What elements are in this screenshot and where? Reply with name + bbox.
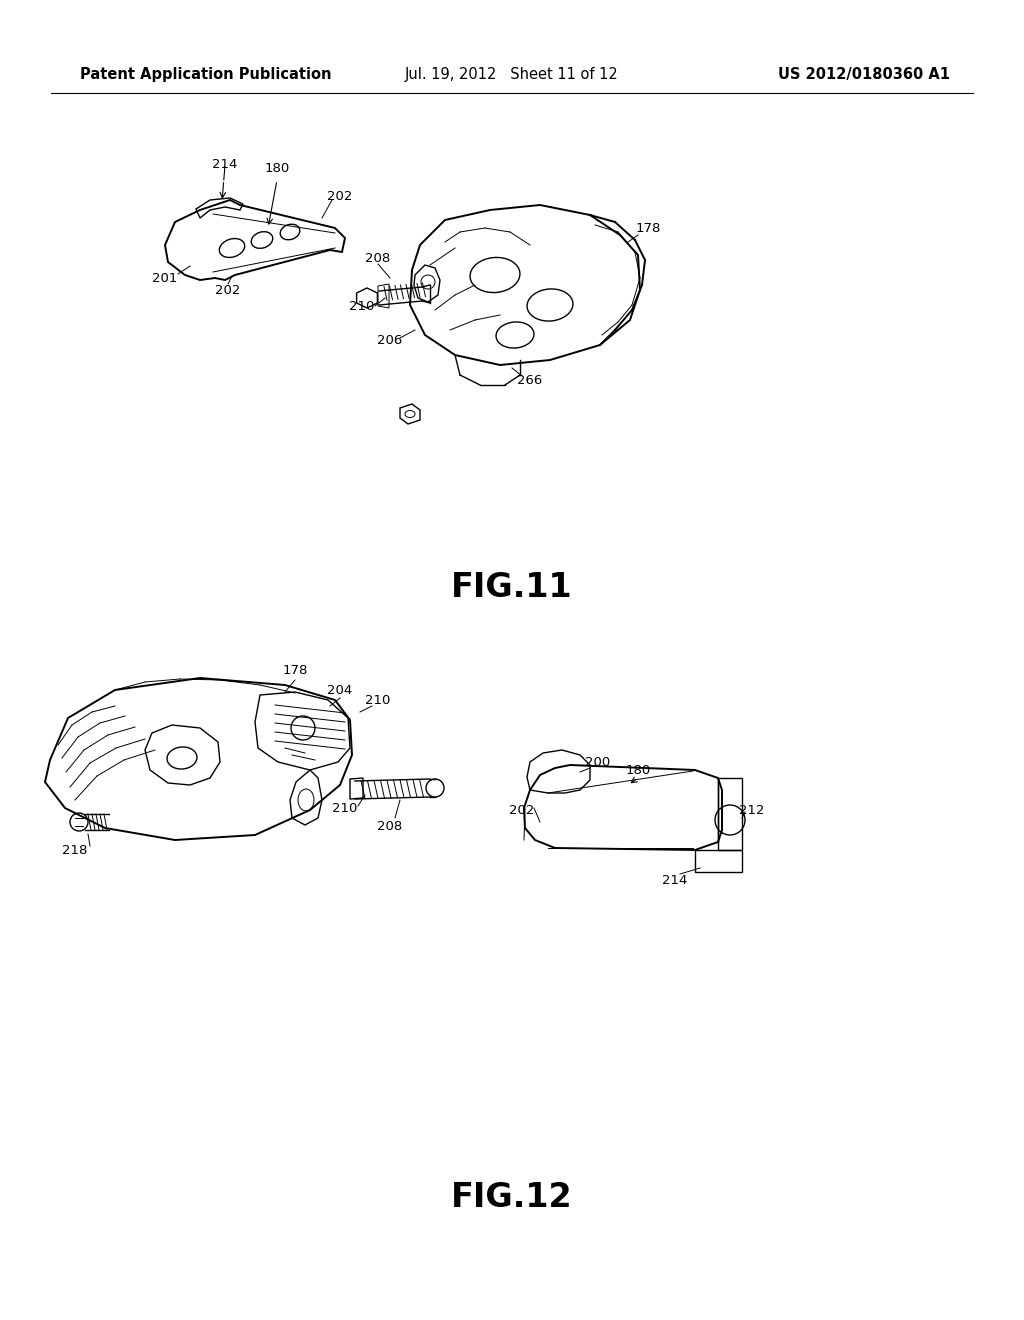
Text: 202: 202	[328, 190, 352, 202]
Text: 208: 208	[378, 820, 402, 833]
Text: 214: 214	[663, 874, 688, 887]
Text: Patent Application Publication: Patent Application Publication	[80, 67, 332, 82]
Text: 206: 206	[378, 334, 402, 346]
Text: 212: 212	[739, 804, 765, 817]
Text: 214: 214	[212, 158, 238, 172]
Text: FIG.11: FIG.11	[452, 570, 572, 605]
Text: 180: 180	[626, 763, 650, 776]
Text: 210: 210	[333, 801, 357, 814]
Text: 178: 178	[283, 664, 307, 676]
Text: 210: 210	[349, 301, 375, 314]
Text: 201: 201	[153, 272, 178, 285]
Text: 208: 208	[366, 252, 390, 264]
Text: Jul. 19, 2012   Sheet 11 of 12: Jul. 19, 2012 Sheet 11 of 12	[406, 67, 618, 82]
Text: 178: 178	[635, 222, 660, 235]
Text: 200: 200	[586, 755, 610, 768]
Text: 202: 202	[509, 804, 535, 817]
Text: FIG.12: FIG.12	[452, 1180, 572, 1214]
Text: 210: 210	[366, 693, 391, 706]
Text: 202: 202	[215, 284, 241, 297]
Text: 180: 180	[264, 161, 290, 174]
Text: 266: 266	[517, 374, 543, 387]
Text: 218: 218	[62, 843, 88, 857]
Text: 204: 204	[328, 684, 352, 697]
Text: US 2012/0180360 A1: US 2012/0180360 A1	[778, 67, 950, 82]
